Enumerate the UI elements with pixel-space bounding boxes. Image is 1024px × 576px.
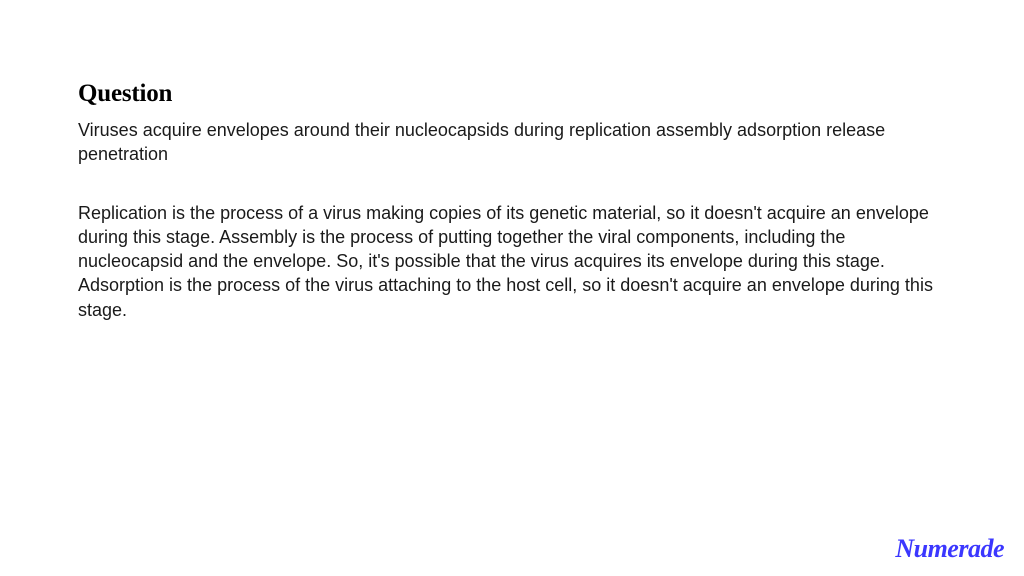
question-text: Viruses acquire envelopes around their n…: [78, 118, 946, 167]
brand-logo: Numerade: [895, 534, 1004, 564]
answer-text: Replication is the process of a virus ma…: [78, 201, 946, 322]
content-region: Question Viruses acquire envelopes aroun…: [0, 0, 1024, 322]
question-heading: Question: [78, 80, 946, 108]
